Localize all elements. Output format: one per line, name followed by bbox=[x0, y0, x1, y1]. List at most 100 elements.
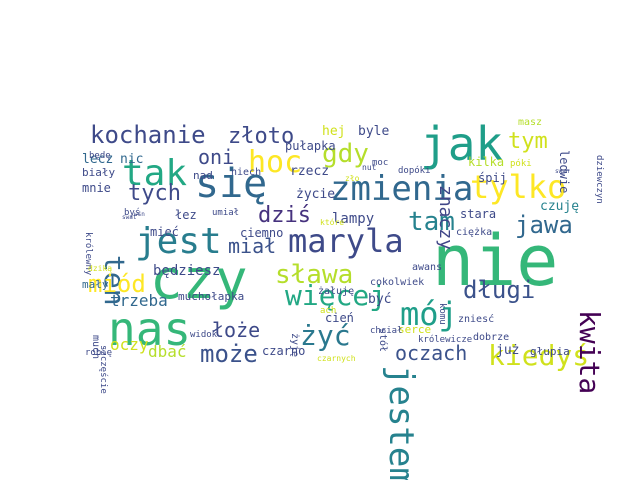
word-78: umiał bbox=[212, 208, 239, 218]
word-85: byś bbox=[124, 207, 140, 218]
word-64: biały bbox=[82, 166, 115, 179]
word-58: czarno bbox=[262, 344, 305, 358]
word-15: złoto bbox=[228, 124, 294, 149]
word-30: tych bbox=[128, 181, 181, 206]
word-18: więcej bbox=[285, 279, 386, 312]
word-68: cokolwiek bbox=[370, 277, 424, 288]
word-29: tym bbox=[508, 129, 548, 154]
word-94: moc bbox=[372, 158, 388, 168]
word-63: pułapka bbox=[285, 139, 336, 153]
word-61: nad bbox=[193, 169, 213, 182]
word-69: ciężka bbox=[456, 227, 492, 238]
word-65: muchołapka bbox=[178, 290, 244, 303]
word-12: mój bbox=[400, 295, 458, 333]
word-56: serce bbox=[398, 323, 431, 336]
word-50: być bbox=[368, 292, 391, 307]
word-59: mieć bbox=[150, 225, 179, 239]
word-71: żałuję bbox=[318, 286, 354, 297]
word-8: hoc bbox=[248, 145, 302, 180]
word-80: zniesć bbox=[458, 313, 494, 325]
word-42: nic bbox=[120, 152, 143, 167]
word-67: ledwie bbox=[557, 150, 571, 193]
word-4: jak bbox=[420, 117, 503, 171]
word-100: wśn bbox=[134, 211, 145, 218]
word-34: oczach bbox=[395, 341, 467, 365]
word-5: się bbox=[195, 161, 267, 207]
word-47: będziesz bbox=[153, 263, 220, 279]
word-13: jestem bbox=[381, 365, 421, 480]
word-51: czuję bbox=[540, 199, 579, 214]
word-37: dbać bbox=[148, 342, 187, 361]
word-83: będę bbox=[89, 151, 111, 161]
word-45: lampy bbox=[332, 211, 374, 227]
word-92: czarnych bbox=[317, 354, 356, 363]
word-82: komu bbox=[437, 303, 447, 325]
word-36: trzeba bbox=[110, 291, 168, 310]
word-91: królewicze bbox=[418, 334, 472, 345]
word-86: szczęście bbox=[98, 345, 109, 394]
word-73: dziewczyn bbox=[594, 155, 604, 204]
word-55: już bbox=[496, 343, 519, 358]
word-35: znaczy bbox=[435, 185, 456, 250]
word-26: jawa bbox=[515, 211, 573, 239]
word-97: zło bbox=[345, 174, 360, 183]
word-21: żyć bbox=[300, 319, 351, 352]
word-14: kochanie bbox=[90, 121, 206, 149]
word-72: masz bbox=[518, 117, 542, 128]
word-66: dobrze bbox=[473, 332, 509, 343]
word-39: hej bbox=[322, 124, 345, 139]
word-88: żyję bbox=[289, 333, 300, 357]
word-6: zmienia bbox=[330, 169, 473, 209]
word-53: śpij bbox=[478, 171, 507, 185]
word-79: dopóki bbox=[398, 165, 431, 176]
word-84: królewny bbox=[83, 232, 94, 276]
word-60: łez bbox=[175, 208, 197, 222]
word-52: kilka bbox=[468, 155, 504, 169]
word-3: nas bbox=[108, 302, 191, 356]
word-48: mały bbox=[82, 278, 109, 291]
word-7: tak bbox=[122, 153, 187, 194]
word-31: oni bbox=[198, 145, 234, 169]
word-10: marylа bbox=[288, 222, 404, 260]
word-54: stara bbox=[460, 207, 496, 221]
word-90: stół bbox=[377, 328, 389, 352]
word-23: może bbox=[200, 340, 258, 368]
word-9: jest bbox=[135, 221, 222, 262]
word-20: miód bbox=[88, 270, 146, 298]
word-22: kiedyś bbox=[488, 339, 589, 372]
word-28: dziś bbox=[258, 203, 311, 228]
word-38: oczy bbox=[110, 335, 149, 354]
word-44: życie bbox=[296, 187, 335, 202]
word-19: sława bbox=[275, 260, 353, 290]
word-1: nie bbox=[432, 220, 558, 302]
word-24: kwita bbox=[573, 310, 606, 394]
word-46: ciemno bbox=[240, 226, 283, 240]
word-74: widok bbox=[190, 330, 218, 340]
word-2: czy bbox=[150, 248, 248, 311]
word-70: awans bbox=[412, 262, 442, 273]
word-76: much bbox=[90, 335, 101, 359]
word-33: łoże bbox=[212, 318, 260, 342]
word-57: głupia bbox=[530, 345, 570, 358]
word-87: dziką bbox=[88, 264, 112, 273]
word-89: ach bbox=[320, 306, 336, 316]
word-49: cień bbox=[325, 311, 354, 325]
word-32: miał bbox=[228, 234, 276, 258]
word-98: swan bbox=[555, 168, 570, 175]
word-99: swat bbox=[122, 214, 137, 221]
word-95: nut bbox=[362, 163, 377, 172]
word-81: chciał bbox=[370, 326, 403, 336]
word-75: robię bbox=[85, 348, 112, 358]
word-16: gdy bbox=[322, 139, 369, 169]
word-11: tylko bbox=[470, 168, 566, 206]
word-17: ten bbox=[98, 255, 131, 306]
word-27: długi bbox=[463, 276, 535, 304]
word-43: mnie bbox=[82, 181, 111, 195]
word-77: niech bbox=[231, 167, 261, 178]
word-96: póki bbox=[510, 158, 532, 169]
word-25: tam bbox=[408, 207, 455, 237]
word-40: byle bbox=[358, 124, 389, 139]
word-62: rzecz bbox=[290, 164, 329, 179]
word-41: lecz bbox=[82, 152, 113, 167]
